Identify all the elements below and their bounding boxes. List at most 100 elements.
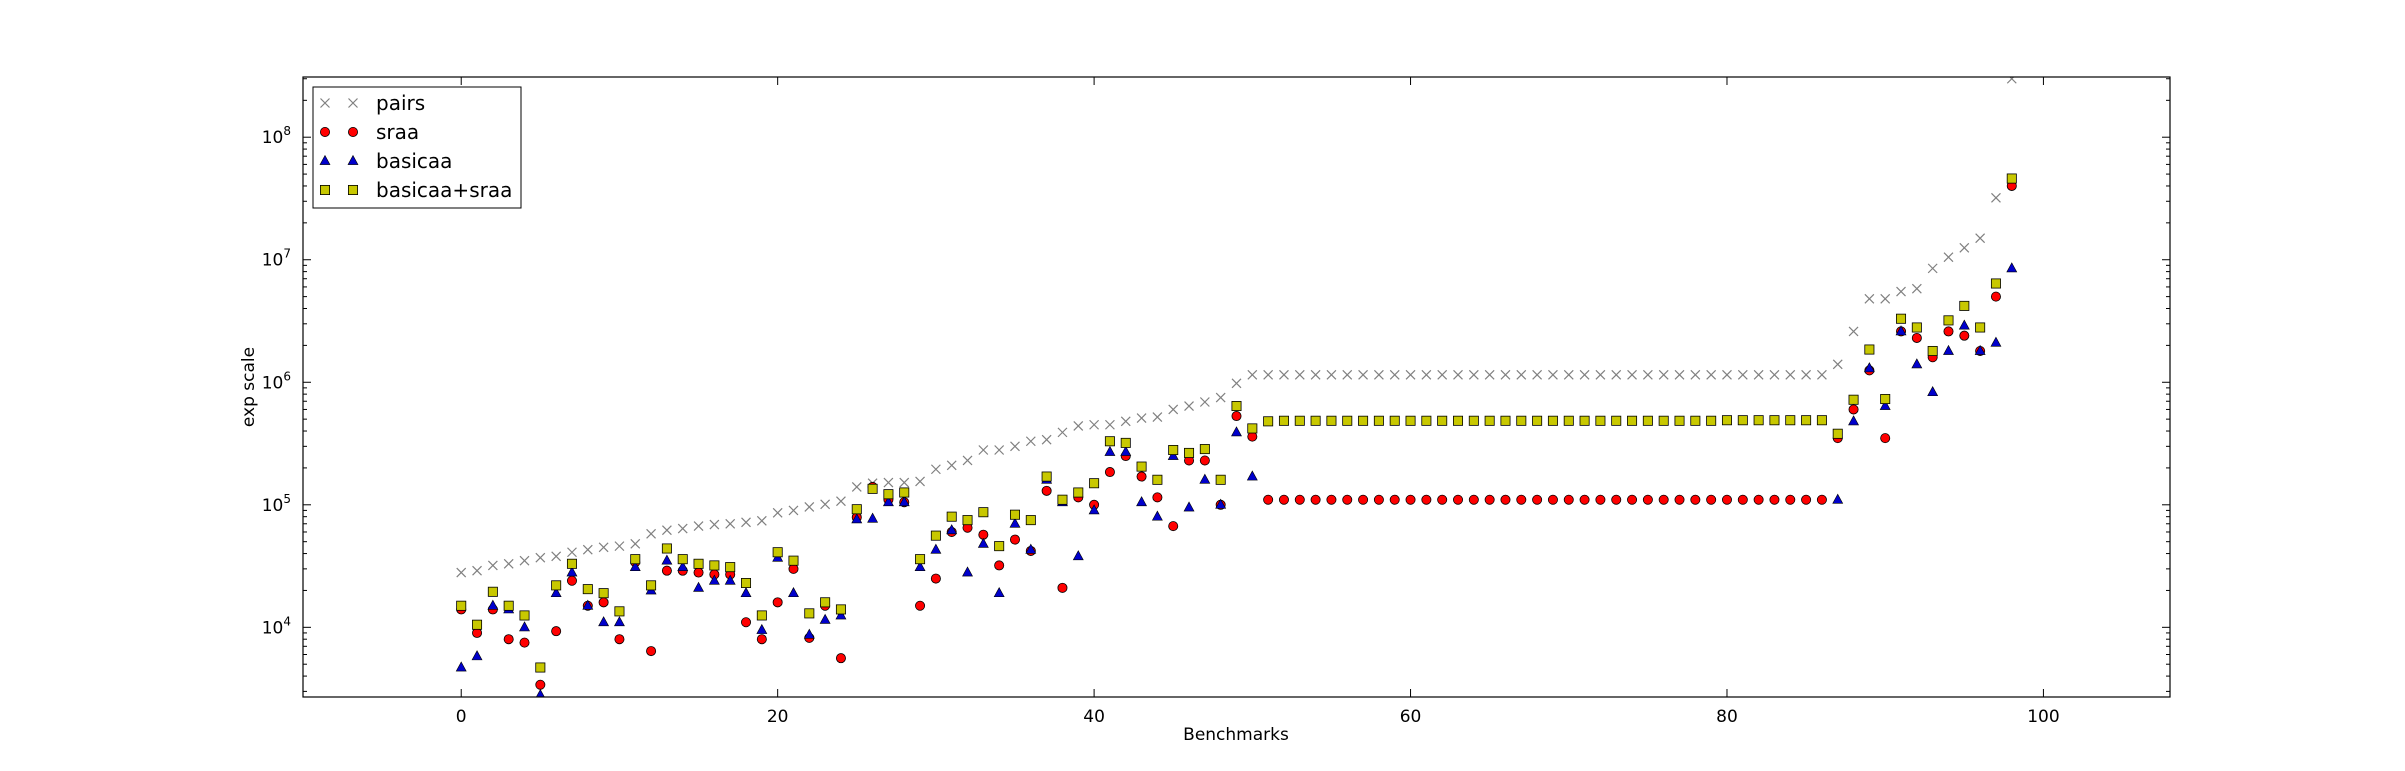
data-point xyxy=(962,455,973,466)
data-point xyxy=(1753,369,1764,380)
data-point xyxy=(1721,415,1732,426)
data-point xyxy=(1690,369,1701,380)
legend-marker xyxy=(319,127,330,138)
data-point xyxy=(1120,445,1132,456)
data-point xyxy=(1437,494,1448,505)
data-point xyxy=(1278,415,1289,426)
data-point xyxy=(788,587,799,598)
data-point xyxy=(1959,242,1970,253)
data-point xyxy=(1500,415,1511,426)
data-point xyxy=(1864,344,1875,355)
data-point xyxy=(1009,534,1020,545)
data-point xyxy=(741,617,752,628)
data-point xyxy=(1358,369,1369,380)
data-point xyxy=(535,688,545,697)
x-tick-label: 0 xyxy=(456,707,467,727)
data-point xyxy=(1057,427,1068,438)
data-point xyxy=(456,567,467,578)
legend-label: basicaa xyxy=(376,149,452,173)
data-point xyxy=(1326,369,1337,380)
data-point xyxy=(1911,332,1922,343)
data-point xyxy=(1991,192,2001,203)
data-point xyxy=(1958,319,1970,330)
data-point xyxy=(1579,369,1590,380)
data-point xyxy=(1342,369,1353,380)
legend-label: sraa xyxy=(376,120,419,144)
data-point xyxy=(1990,291,2001,302)
series-basicaa xyxy=(455,262,2018,697)
data-point xyxy=(1104,419,1115,430)
data-point xyxy=(1199,455,1210,466)
data-point xyxy=(1737,369,1748,380)
data-point xyxy=(772,597,783,608)
data-point xyxy=(519,555,530,566)
data-point xyxy=(1753,494,1764,505)
legend-box xyxy=(312,86,522,209)
data-point xyxy=(1009,517,1021,528)
legend-item: basicaa+sraa xyxy=(319,178,512,202)
y-tick-label: 107 xyxy=(262,247,291,271)
data-point xyxy=(503,558,514,569)
data-point xyxy=(1152,474,1163,485)
data-point xyxy=(550,587,562,598)
legend-label: basicaa+sraa xyxy=(376,178,512,202)
data-point xyxy=(630,554,641,565)
data-point xyxy=(1801,494,1812,505)
data-point xyxy=(851,504,862,515)
data-point xyxy=(1943,326,1954,337)
data-point xyxy=(1421,494,1432,505)
data-point xyxy=(741,578,752,589)
data-point xyxy=(693,581,705,592)
data-point xyxy=(598,597,609,608)
data-point xyxy=(1484,494,1495,505)
data-point xyxy=(1658,369,1669,380)
data-point xyxy=(1025,515,1036,526)
data-point xyxy=(1911,322,1922,333)
data-point xyxy=(1642,494,1653,505)
data-point xyxy=(1801,415,1812,426)
data-point xyxy=(1184,401,1194,411)
data-point xyxy=(487,599,499,610)
data-point xyxy=(1737,415,1748,426)
data-point xyxy=(1927,345,1938,356)
data-point xyxy=(1658,415,1669,426)
data-point xyxy=(1895,325,1907,336)
data-point xyxy=(1943,344,1954,355)
data-point xyxy=(2006,77,2017,84)
data-point xyxy=(1721,494,1732,505)
data-point xyxy=(1563,494,1574,505)
data-point xyxy=(1595,369,1606,380)
data-point xyxy=(1199,444,1210,455)
data-point xyxy=(614,606,625,617)
data-point xyxy=(1104,467,1115,478)
data-point xyxy=(1879,399,1891,410)
data-point xyxy=(1010,441,1020,452)
data-point xyxy=(1801,369,1812,380)
legend-marker xyxy=(347,154,359,165)
data-point xyxy=(1943,252,1954,263)
y-tick-label: 104 xyxy=(262,614,291,638)
data-point xyxy=(709,519,720,530)
data-point xyxy=(1453,415,1464,426)
data-point xyxy=(883,477,894,488)
data-point xyxy=(788,555,799,566)
y-tick-label: 108 xyxy=(262,124,291,148)
data-point xyxy=(2006,262,2018,273)
data-point xyxy=(1990,336,2002,347)
data-point xyxy=(1215,474,1226,485)
data-point xyxy=(1563,415,1574,426)
data-point xyxy=(788,505,799,516)
data-point xyxy=(1532,369,1543,380)
y-axis-ticks: 104 105 106 107 108 xyxy=(262,78,2170,692)
data-point xyxy=(1468,494,1479,505)
data-point xyxy=(1579,494,1590,505)
data-point xyxy=(503,634,514,645)
data-point xyxy=(1183,501,1195,512)
data-point xyxy=(1358,494,1369,505)
data-point xyxy=(1785,415,1796,426)
data-point xyxy=(487,586,498,597)
data-point xyxy=(851,481,862,492)
data-point xyxy=(1674,494,1685,505)
data-point xyxy=(1974,344,1986,355)
data-point xyxy=(1294,494,1305,505)
